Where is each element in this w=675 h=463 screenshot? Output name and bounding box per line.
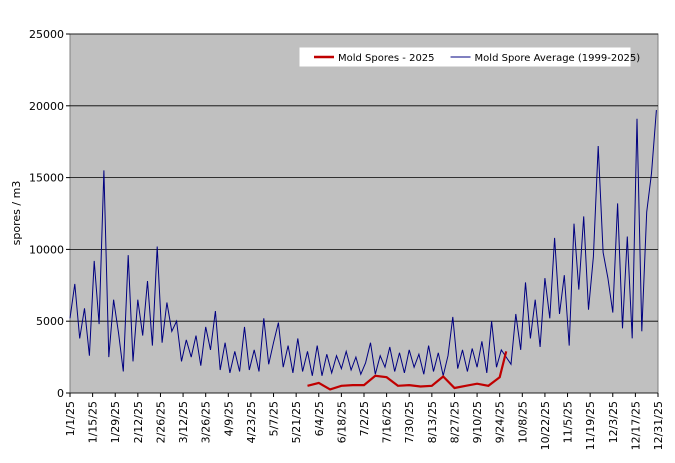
legend-label: Mold Spore Average (1999-2025) [475, 53, 641, 64]
x-tick-label: 1/15/25 [87, 401, 100, 443]
y-axis-label: spores / m3 [10, 181, 23, 246]
x-tick-label: 12/31/25 [652, 401, 665, 450]
x-tick-label: 3/12/25 [177, 401, 190, 443]
y-tick-label: 0 [57, 387, 64, 400]
x-tick-label: 1/1/25 [64, 401, 77, 436]
y-tick-label: 10000 [29, 243, 64, 256]
y-tick-label: 15000 [29, 172, 64, 185]
x-tick-label: 5/7/25 [268, 401, 281, 436]
x-tick-label: 7/2/25 [358, 401, 371, 436]
x-tick-label: 4/9/25 [222, 401, 235, 436]
x-tick-label: 7/30/25 [403, 401, 416, 443]
x-tick-label: 2/12/25 [132, 401, 145, 443]
x-tick-label: 8/13/25 [426, 401, 439, 443]
x-tick-label: 6/18/25 [335, 401, 348, 443]
y-tick-label: 5000 [36, 315, 64, 328]
data-line [69, 110, 657, 376]
x-tick-label: 11/5/25 [562, 401, 575, 443]
data-line [307, 351, 508, 391]
x-tick-label: 5/21/25 [290, 401, 303, 443]
plot-area [69, 33, 659, 394]
x-tick-label: 8/27/25 [448, 401, 461, 443]
x-tick-label: 9/10/25 [471, 401, 484, 443]
legend: Mold Spores - 2025 Mold Spore Average (19… [299, 47, 641, 67]
y-tick-label: 25000 [29, 28, 64, 41]
x-tick-label: 4/23/25 [245, 401, 258, 443]
x-tick-label: 12/3/25 [607, 401, 620, 443]
x-tick-label: 10/8/25 [516, 401, 529, 443]
x-tick-label: 3/26/25 [200, 401, 213, 443]
x-tick-label: 2/26/25 [154, 401, 167, 443]
legend-label: Mold Spores - 2025 [338, 53, 435, 64]
x-tick-label: 1/29/25 [109, 401, 122, 443]
y-tick-label: 20000 [29, 100, 64, 113]
x-tick-label: 11/19/25 [584, 401, 597, 450]
x-tick-label: 6/4/25 [313, 401, 326, 436]
x-tick-label: 10/22/25 [539, 401, 552, 450]
x-tick-label: 7/16/25 [381, 401, 394, 443]
x-tick-label: 9/24/25 [494, 401, 507, 443]
x-tick-label: 12/17/25 [629, 401, 642, 450]
